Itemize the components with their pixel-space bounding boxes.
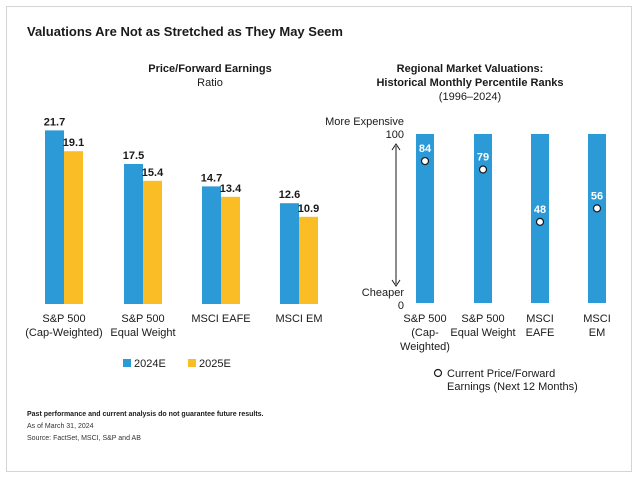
x-tick-label: EAFE [526, 327, 555, 339]
left-chart-title: Price/Forward Earnings [148, 63, 272, 75]
current-marker [420, 156, 430, 166]
percentile-value-label: 84 [419, 143, 432, 155]
bar-2024E [45, 130, 64, 304]
percentile-column [416, 134, 434, 303]
bar-2024E [202, 186, 221, 304]
legend-swatch-2024E [123, 359, 131, 367]
right-chart-title: Regional Market Valuations: Historical Mo… [360, 62, 580, 90]
data-label: 14.7 [201, 172, 222, 184]
x-tick-label: Equal Weight [110, 327, 175, 339]
disclaimer-note: Past performance and current analysis do… [27, 411, 264, 418]
axis-arrow-down-head [391, 279, 401, 287]
right-chart-title-line: Historical Monthly Percentile Ranks [376, 77, 564, 89]
axis-top-tick: 100 [386, 129, 404, 141]
bar-2025E [64, 151, 83, 304]
axis-bottom-tick: 0 [398, 300, 404, 312]
current-marker [592, 204, 602, 213]
x-tick-label: MSCI [526, 313, 554, 325]
legend-label: Earnings (Next 12 Months) [447, 381, 578, 393]
axis-arrow-up-head [391, 143, 401, 151]
source-note: Source: FactSet, MSCI, S&P and AB [27, 435, 141, 442]
bar-2025E [221, 196, 240, 304]
footnotes: Past performance and current analysis do… [27, 409, 264, 445]
current-marker [478, 165, 488, 174]
x-tick-label: (Cap- [411, 327, 439, 339]
bar-2025E [299, 216, 318, 304]
bar-2024E [280, 203, 299, 304]
percentile-value-label: 79 [477, 151, 489, 163]
x-tick-label: EM [589, 327, 606, 339]
right-chart-subtitle: (1996–2024) [438, 91, 502, 103]
right-chart-title-line: Regional Market Valuations: [396, 63, 544, 75]
data-label: 19.1 [63, 137, 84, 149]
x-tick-label: MSCI EAFE [191, 313, 250, 325]
bar-2025E [143, 180, 162, 304]
percentile-value-label: 48 [534, 204, 546, 216]
data-label: 17.5 [123, 150, 144, 162]
left-chart-subtitle: Ratio [197, 77, 223, 89]
legend-label: Current Price/Forward [447, 368, 555, 380]
right-chart-title-block: Regional Market Valuations: Historical Mo… [360, 62, 580, 104]
date-note: As of March 31, 2024 [27, 423, 94, 430]
x-tick-label: (Cap-Weighted) [25, 327, 102, 339]
percentile-column [588, 134, 606, 303]
percentile-value-label: 56 [591, 190, 603, 202]
bar-2024E [124, 164, 143, 304]
x-tick-label: S&P 500 [42, 313, 85, 325]
data-label: 12.6 [279, 189, 300, 201]
data-label: 10.9 [298, 203, 319, 215]
page-title: Valuations Are Not as Stretched as They … [27, 24, 343, 39]
legend-marker-icon [433, 368, 443, 378]
x-tick-label: S&P 500 [121, 313, 164, 325]
percentile-column [474, 134, 492, 303]
x-tick-label: S&P 500 [461, 313, 504, 325]
x-tick-label: S&P 500 [403, 313, 446, 325]
legend-swatch-2025E [188, 359, 196, 367]
x-tick-label: MSCI [583, 313, 611, 325]
x-tick-label: MSCI EM [275, 313, 322, 325]
left-chart-title-block: Price/Forward Earnings Ratio [110, 62, 310, 90]
legend-label-2025E: 2025E [199, 358, 231, 370]
data-label: 13.4 [220, 183, 242, 195]
chart-frame [6, 6, 632, 472]
legend-label-2024E: 2024E [134, 358, 166, 370]
x-tick-label: Weighted) [400, 341, 450, 353]
axis-bottom-label: Cheaper [362, 287, 405, 299]
current-marker [535, 217, 545, 226]
data-label: 15.4 [142, 167, 164, 179]
x-tick-label: Equal Weight [450, 327, 515, 339]
data-label: 21.7 [44, 116, 65, 128]
axis-top-label: More Expensive [325, 116, 404, 128]
